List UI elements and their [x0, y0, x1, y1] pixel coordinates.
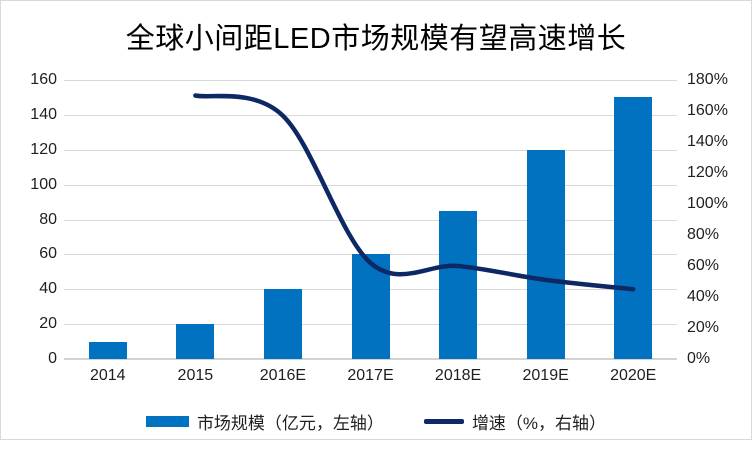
left-axis-tick: 80	[39, 210, 57, 228]
x-axis-label: 2018E	[434, 367, 482, 384]
x-axis-label: 2016E	[259, 367, 307, 384]
legend-label: 市场规模（亿元，左轴）	[196, 414, 384, 433]
gridline	[64, 114, 677, 116]
left-axis-tick: 100	[30, 175, 57, 193]
gridline	[64, 184, 677, 186]
x-axis-label: 2020E	[610, 367, 657, 384]
left-axis-tick: 40	[39, 280, 57, 298]
bar-2020E	[614, 97, 653, 359]
right-axis-tick: 160%	[687, 102, 728, 119]
right-axis-tick: 100%	[687, 195, 728, 212]
gridline	[64, 80, 677, 81]
gridline	[64, 219, 677, 221]
right-axis-tick: 20%	[687, 319, 720, 336]
right-axis-tick: 60%	[687, 257, 720, 274]
x-axis-label: 2015	[177, 367, 214, 384]
x-axis-label: 2019E	[522, 367, 569, 384]
left-axis-tick: 140	[30, 105, 57, 123]
legend-bar-swatch-icon	[145, 416, 189, 427]
x-axis-line	[64, 358, 677, 360]
legend: 市场规模（亿元，左轴） 增速（%，右轴）	[1, 409, 751, 434]
right-axis-tick: 120%	[687, 164, 728, 181]
legend-item: 市场规模（亿元，左轴）	[145, 409, 384, 434]
left-axis-tick: 120	[30, 140, 57, 158]
left-axis-tick: 0	[48, 350, 57, 367]
left-axis-tick: 160	[30, 71, 57, 88]
right-axis-tick: 40%	[687, 288, 720, 305]
left-axis-tick: 60	[39, 245, 57, 263]
chart-title: 全球小间距LED市场规模有望高速增长	[125, 23, 627, 55]
bar-2016E	[263, 289, 302, 359]
bar-2017E	[351, 254, 390, 359]
x-axis-label: 2014	[89, 367, 126, 384]
x-axis-label: 2017E	[347, 367, 394, 384]
bar-2015	[176, 324, 215, 359]
chart: 全球小间距LED市场规模有望高速增长 0 20 40 60 80 100 120 140 160…	[0, 0, 752, 440]
right-axis-tick: 140%	[687, 133, 728, 150]
bar-2014	[88, 341, 127, 359]
legend-item: 增速（%，右轴）	[423, 409, 607, 434]
bar-2018E	[439, 210, 478, 359]
legend-label: 增速（%，右轴）	[471, 414, 607, 433]
left-axis-tick: 20	[39, 315, 57, 333]
growth-line	[193, 93, 636, 292]
right-axis-tick: 0%	[687, 350, 711, 367]
right-axis-tick: 180%	[687, 71, 728, 88]
gridline	[64, 149, 677, 151]
legend-line-swatch-icon	[423, 419, 464, 424]
right-axis-tick: 80%	[687, 226, 720, 243]
bar-2019E	[526, 149, 565, 359]
